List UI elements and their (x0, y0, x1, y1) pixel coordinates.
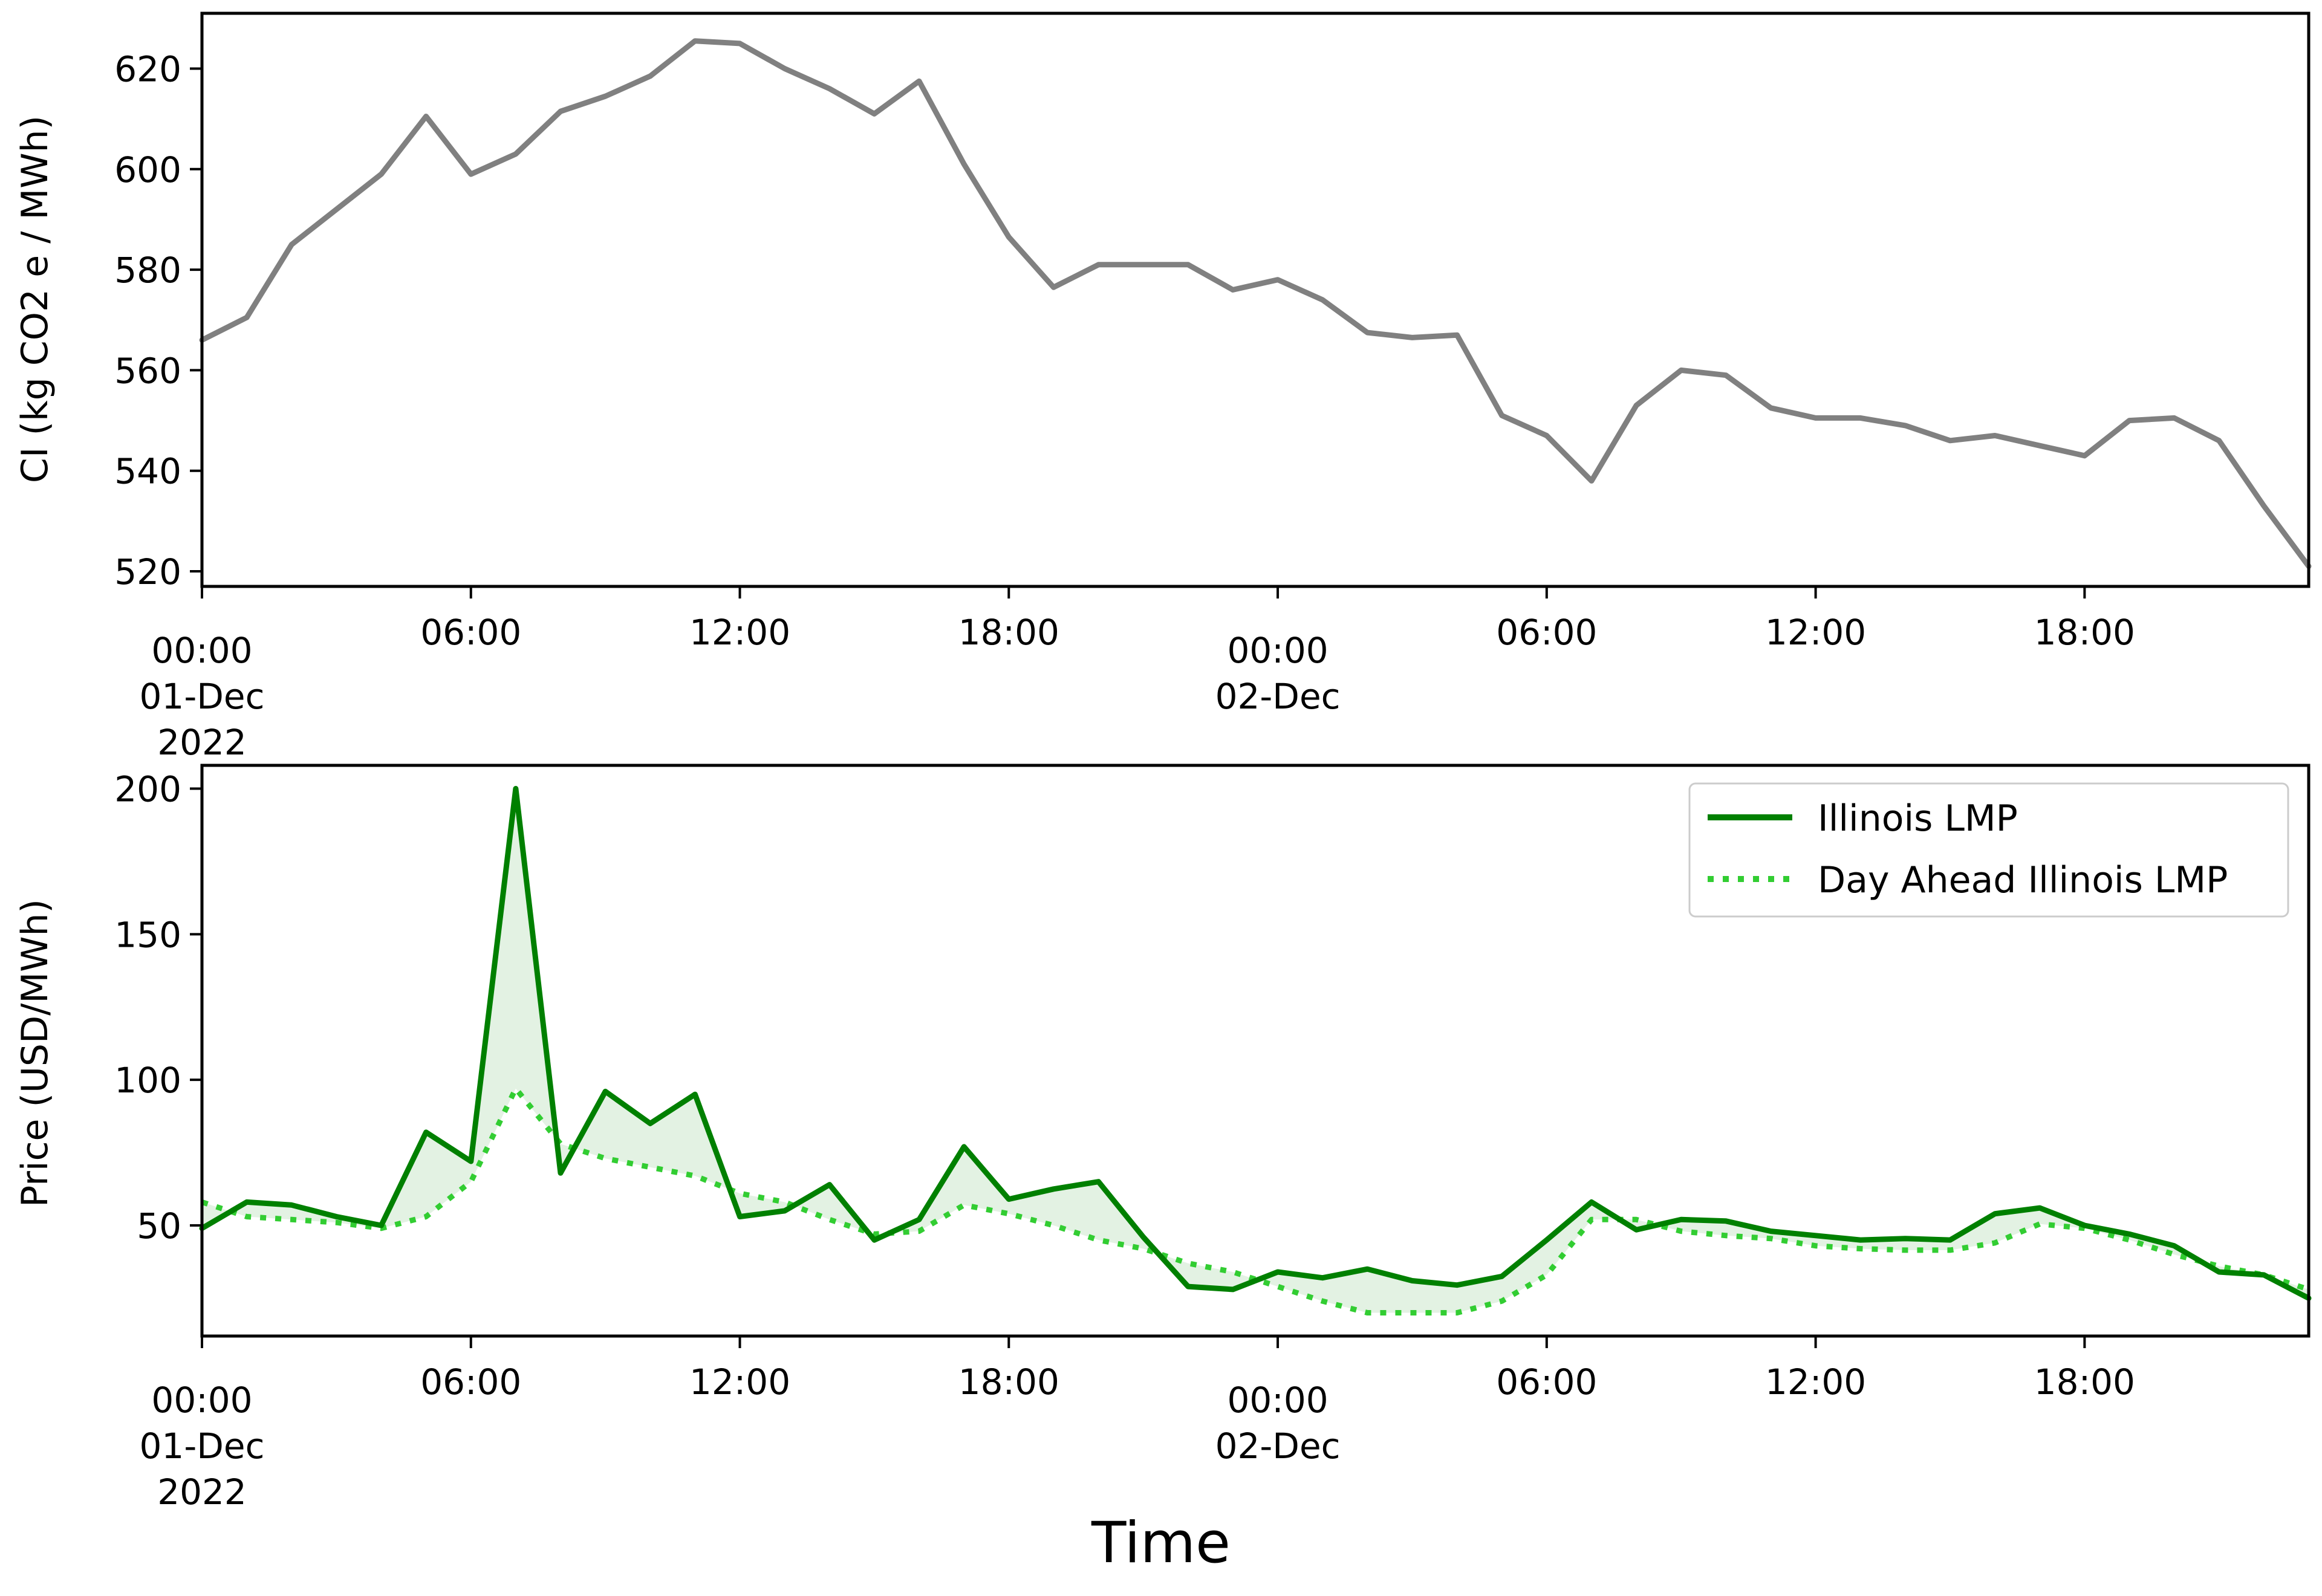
price-ytick-label: 200 (114, 769, 181, 810)
legend-label-da: Day Ahead Illinois LMP (1818, 859, 2228, 901)
ci-series-line (199, 38, 2312, 569)
price-xtick-label: 06:00 (420, 1361, 521, 1403)
price-xtick-label: 12:00 (689, 1361, 790, 1403)
price-ticks: 50 100 150 200 00:00 01-Dec 2022 06:00 12:00 18:0… (114, 769, 2135, 1513)
ci-ytick-label: 580 (114, 250, 181, 291)
legend: Illinois LMP Day Ahead Illinois LMP (1688, 782, 2289, 918)
ci-xtick-label: 06:00 (420, 612, 521, 653)
illinois-lmp-line (199, 786, 2312, 1301)
ci-xtick-label: 18:00 (2034, 612, 2135, 653)
ci-ytick-label: 560 (114, 350, 181, 391)
price-ytick-label: 50 (137, 1205, 181, 1247)
ci-xtick-label: 12:00 (1765, 612, 1866, 653)
ci-xtick-label: 18:00 (958, 612, 1059, 653)
price-ytick-label: 100 (114, 1060, 181, 1101)
ci-ytick-label: 600 (114, 149, 181, 190)
ci-xtick-label: 06:00 (1496, 612, 1597, 653)
legend-box (1688, 782, 2289, 918)
price-axes-frame (200, 764, 2311, 1338)
price-ytick-label: 150 (114, 914, 181, 955)
x-axis-title: Time (1091, 1510, 1231, 1576)
ci-ylabel: CI (kg CO2 e / MWh) (14, 115, 56, 483)
price-xtick-label: 18:00 (958, 1361, 1059, 1403)
ci-series (199, 38, 2312, 569)
ci-ytick-label: 620 (114, 48, 181, 89)
ci-ytick-label: 520 (114, 551, 181, 592)
price-xtick-label: 18:00 (2034, 1361, 2135, 1403)
ci-chart: CI (kg CO2 e / MWh) 520 540 560 580 600 620 00… (14, 11, 2312, 763)
ci-xtick-label: 12:00 (689, 612, 790, 653)
ci-xtick-label: 00:00 02-Dec (1215, 630, 1341, 717)
price-xtick-label: 12:00 (1765, 1361, 1866, 1403)
ci-xtick-label: 00:00 01-Dec 2022 (140, 630, 265, 763)
price-xtick-label: 06:00 (1496, 1361, 1597, 1403)
price-xtick-label: 00:00 02-Dec (1215, 1380, 1341, 1467)
price-series (199, 786, 2312, 1315)
price-ylabel: Price (USD/MWh) (14, 899, 56, 1207)
legend-label-lmp: Illinois LMP (1818, 797, 2018, 840)
ci-ticks: 520 540 560 580 600 620 00:00 01-Dec 2022 06:00 12… (114, 48, 2135, 763)
ci-ytick-label: 540 (114, 451, 181, 492)
price-xtick-label: 00:00 01-Dec 2022 (140, 1380, 265, 1513)
ci-axes-frame (200, 11, 2311, 588)
price-chart: Price (USD/MWh) 50 100 150 200 00:00 01-Dec 20… (14, 764, 2312, 1513)
